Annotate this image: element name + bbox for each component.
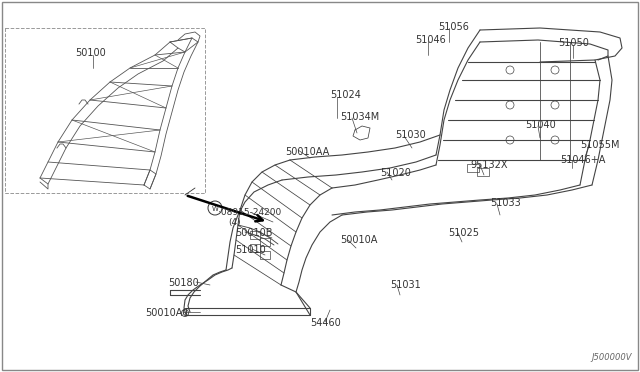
Text: (4): (4) (228, 218, 241, 227)
Text: 50010AA: 50010AA (285, 147, 329, 157)
Text: 51025: 51025 (448, 228, 479, 238)
Text: 51020: 51020 (380, 168, 411, 178)
Bar (260, 238, 270, 246)
Text: 51033: 51033 (490, 198, 521, 208)
Text: 51034M: 51034M (340, 112, 380, 122)
Text: 51056: 51056 (438, 22, 469, 32)
Text: 51040: 51040 (525, 120, 556, 130)
Bar (260, 251, 270, 259)
Bar (5, 28, 205, 193)
Text: 51055M: 51055M (580, 140, 620, 150)
Text: 54460: 54460 (310, 318, 340, 328)
Text: 50010AC: 50010AC (145, 308, 189, 318)
Bar (467, 164, 479, 172)
Text: 50010A: 50010A (340, 235, 378, 245)
Text: 51046+A: 51046+A (560, 155, 605, 165)
Text: 50100: 50100 (75, 48, 106, 58)
Text: J500000V: J500000V (591, 353, 632, 362)
Text: ·08915-24200: ·08915-24200 (218, 208, 281, 217)
Text: 95132X: 95132X (470, 160, 508, 170)
Text: 51030: 51030 (395, 130, 426, 140)
Text: 50010B: 50010B (235, 228, 273, 238)
Bar (250, 244, 260, 252)
Text: 51050: 51050 (558, 38, 589, 48)
Text: 51010: 51010 (235, 245, 266, 255)
Text: 50180: 50180 (168, 278, 199, 288)
Text: W: W (212, 206, 218, 212)
Text: 51031: 51031 (390, 280, 420, 290)
Bar (250, 231, 260, 239)
Bar (477, 168, 489, 176)
Text: 51046: 51046 (415, 35, 445, 45)
Text: 51024: 51024 (330, 90, 361, 100)
